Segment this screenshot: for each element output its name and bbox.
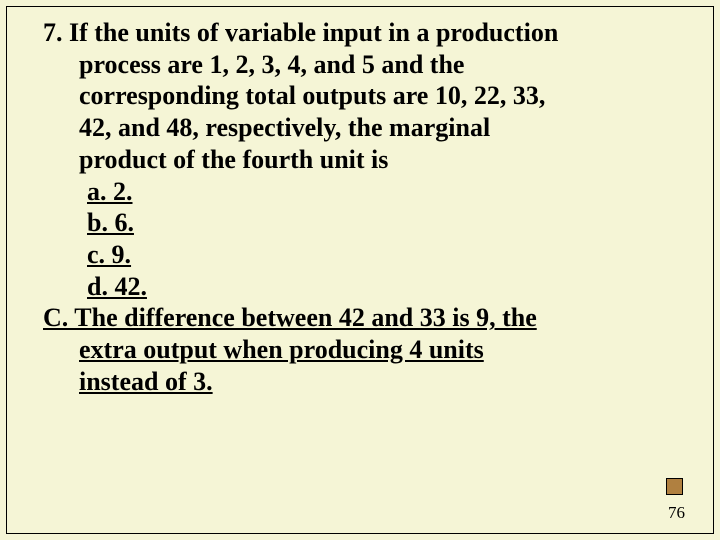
stem-line-4: 42, and 48, respectively, the marginal [25, 112, 695, 144]
answer-line-3: instead of 3. [25, 366, 695, 398]
question-stem: 7. If the units of variable input in a p… [25, 17, 695, 176]
stem-line-1: 7. If the units of variable input in a p… [25, 17, 695, 49]
slide-frame: 7. If the units of variable input in a p… [6, 6, 714, 534]
answer-line-2: extra output when producing 4 units [25, 334, 695, 366]
page-number: 76 [668, 503, 685, 523]
question-block: 7. If the units of variable input in a p… [25, 17, 695, 398]
option-a: a. 2. [25, 176, 695, 208]
option-d: d. 42. [25, 271, 695, 303]
decor-square-icon [666, 478, 683, 495]
stem-line-5: product of the fourth unit is [25, 144, 695, 176]
option-b: b. 6. [25, 207, 695, 239]
answer-line-1: C. The difference between 42 and 33 is 9… [25, 302, 695, 334]
option-c: c. 9. [25, 239, 695, 271]
stem-line-2: process are 1, 2, 3, 4, and 5 and the [25, 49, 695, 81]
stem-line-3: corresponding total outputs are 10, 22, … [25, 80, 695, 112]
